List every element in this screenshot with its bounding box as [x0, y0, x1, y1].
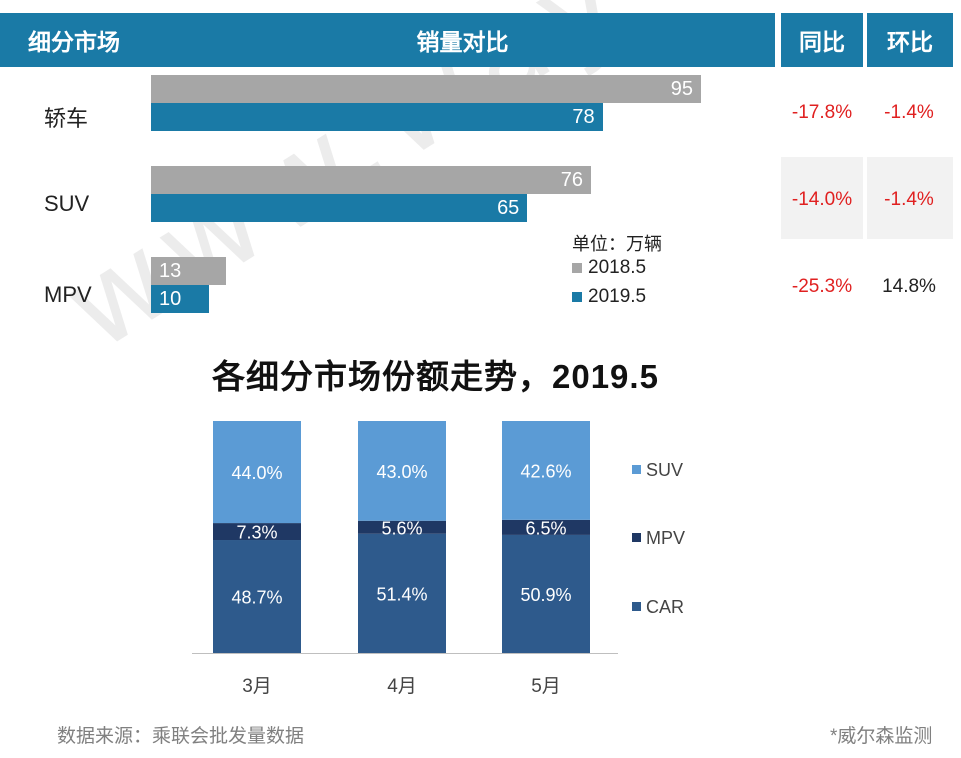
label-mpv-5: 6.5% [525, 518, 566, 538]
row-label-sedan: 轿车 [44, 106, 89, 131]
row-label-suv: SUV [44, 191, 90, 216]
bar-mpv-4 [358, 520, 446, 534]
label-suv-5: 42.6% [520, 461, 571, 481]
bar-mpv-2018-label: 13 [159, 259, 182, 282]
mom-sedan: -1.4% [884, 102, 934, 123]
yoy-mom-shade-suv-mom [867, 157, 953, 239]
bar-mpv-2019-label: 10 [159, 287, 182, 310]
mom-mpv: 14.8% [882, 276, 936, 297]
label-car-4: 51.4% [376, 584, 427, 604]
yoy-sedan: -17.8% [791, 102, 853, 123]
bar-mpv-2018: 13 [151, 257, 227, 285]
bar-suv-5 [502, 421, 590, 520]
header-sales-compare-label: 销量对比 [416, 29, 509, 55]
yoy-mpv: -25.3% [791, 276, 853, 297]
header-segment: 细分市场 [0, 13, 150, 67]
share-chart-title: 各细分市场份额走势，2019.5 [212, 358, 659, 395]
bar-sedan-2019: 78 [151, 103, 603, 131]
bar-car-3 [213, 540, 301, 653]
legend-label-suv: SUV [646, 460, 683, 480]
label-car-3: 48.7% [231, 588, 282, 608]
bar-car-4 [358, 533, 446, 653]
x-tick-5: 5月 [531, 676, 561, 697]
legend-label-car: CAR [646, 597, 684, 617]
footer-monitor: *威尔森监测 [830, 726, 933, 747]
bar-sedan-2018-label: 95 [670, 77, 693, 100]
legend-swatch-mpv [632, 533, 641, 542]
header-segment-label: 细分市场 [28, 29, 120, 55]
legend-swatch-car [632, 602, 641, 611]
bar-mpv-5 [502, 519, 590, 535]
bar-mpv-3 [213, 523, 301, 541]
bar-mpv-2019: 10 [151, 285, 209, 313]
legend-2018-label: 2018.5 [588, 257, 647, 278]
yoy-suv: -14.0% [791, 189, 853, 210]
bar-suv-2019-label: 65 [497, 196, 520, 219]
bar-sedan-2018: 95 [151, 75, 701, 103]
legend-2018: 2018.5 [572, 257, 646, 279]
header-sales-compare: 销量对比 [150, 13, 775, 67]
x-tick-3: 3月 [242, 676, 272, 697]
unit-label: 单位：万辆 [572, 234, 662, 254]
bar-sedan-2019-label: 78 [572, 105, 595, 128]
footer-source: 数据来源：乘联会批发量数据 [57, 726, 305, 747]
x-tick-4: 4月 [387, 676, 417, 697]
bar-suv-2019: 65 [151, 194, 528, 222]
label-mpv-3: 7.3% [236, 523, 277, 543]
bar-suv-3 [213, 421, 301, 524]
bar-car-5 [502, 534, 590, 653]
label-mpv-4: 5.6% [381, 518, 422, 538]
legend-label-mpv: MPV [646, 528, 685, 548]
label-car-5: 50.9% [520, 585, 571, 605]
label-suv-4: 43.0% [376, 462, 427, 482]
legend-2019-label: 2019.5 [588, 286, 647, 307]
bar-suv-2018-label: 76 [560, 168, 583, 191]
bar-suv-4 [358, 421, 446, 521]
label-suv-3: 44.0% [231, 463, 282, 483]
header-mom: 环比 [867, 13, 953, 67]
legend-swatch-suv [632, 465, 641, 474]
header-yoy: 同比 [781, 13, 863, 67]
legend-2019: 2019.5 [572, 286, 646, 308]
header-mom-label: 环比 [887, 29, 933, 55]
row-label-mpv: MPV [44, 282, 92, 307]
legend-2018-swatch [572, 263, 582, 273]
mom-suv: -1.4% [884, 189, 934, 210]
bar-suv-2018: 76 [151, 166, 591, 194]
legend-2019-swatch [572, 292, 582, 302]
header-yoy-label: 同比 [799, 29, 845, 55]
yoy-mom-shade-suv [781, 157, 863, 239]
